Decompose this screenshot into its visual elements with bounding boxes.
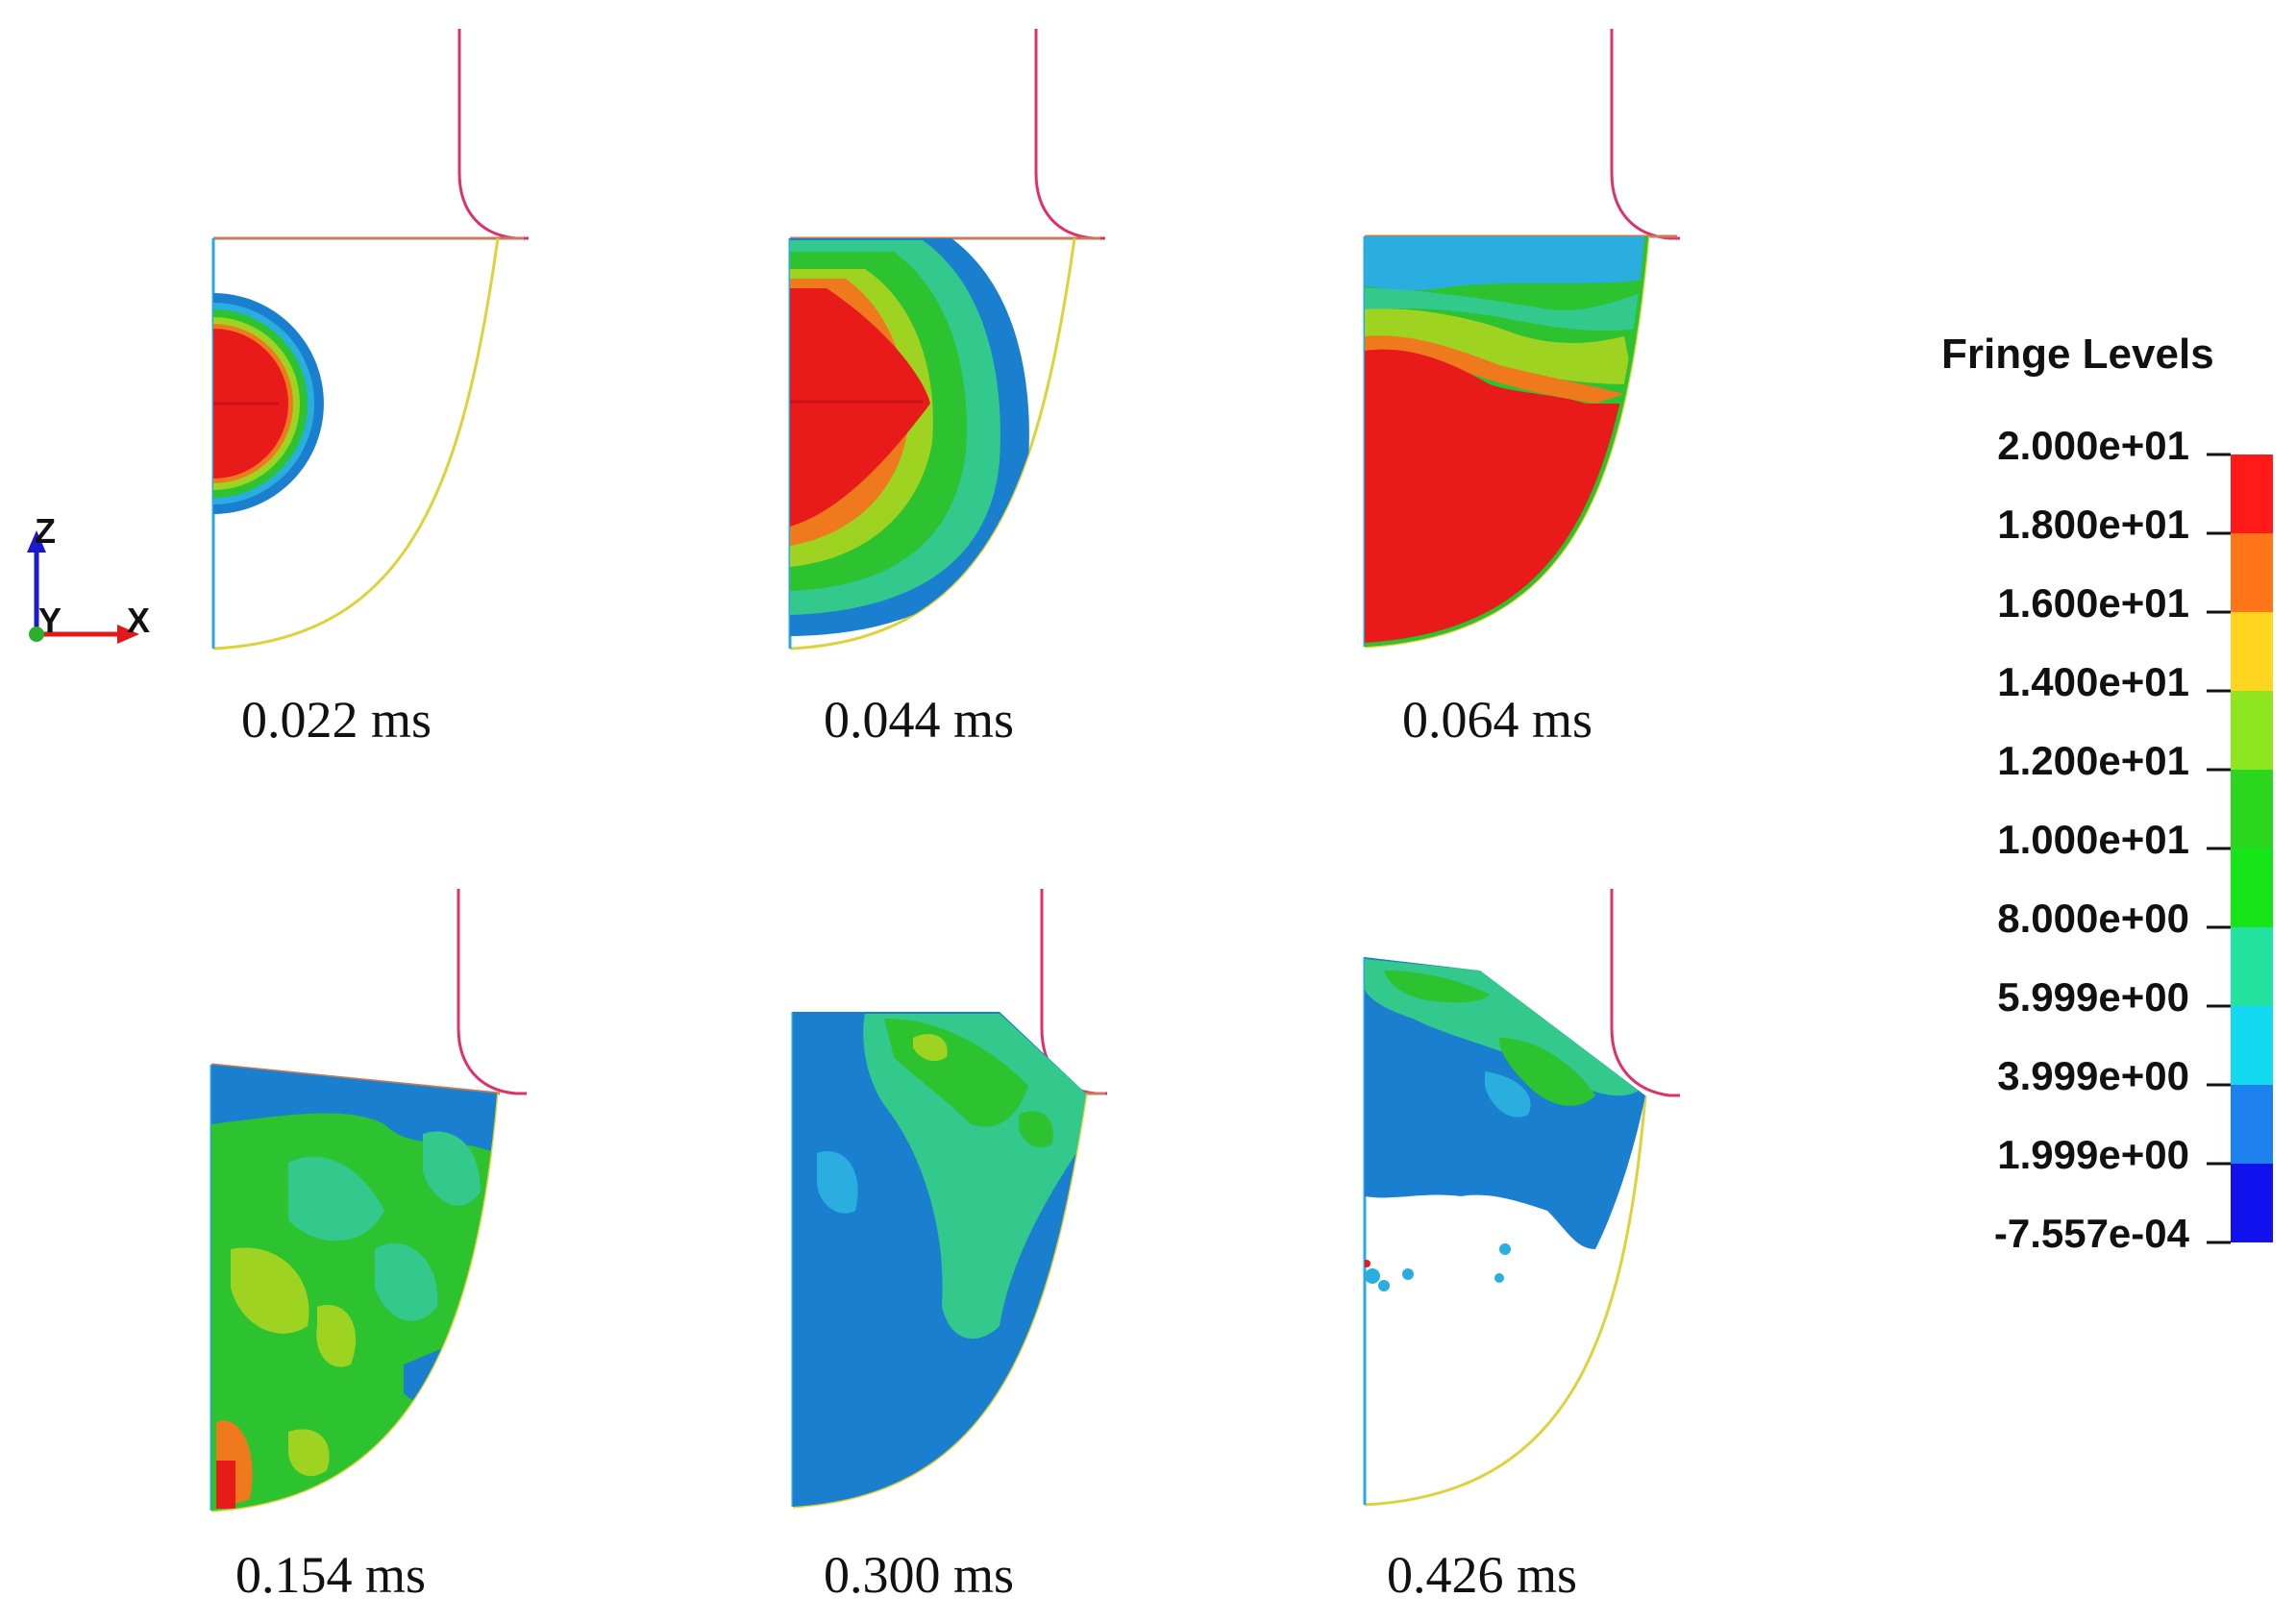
frame-5-time-label: 0.300 ms (823, 1546, 1015, 1604)
frame-2-fringe (790, 238, 1029, 636)
legend-band (2231, 848, 2273, 927)
frame-5-fringe (793, 1012, 1086, 1507)
legend-level-label: 1.400e+01 (1997, 659, 2189, 704)
legend-level-label: 1.000e+01 (1997, 817, 2189, 862)
y-axis-dot (29, 627, 44, 642)
legend-band (2231, 612, 2273, 691)
frame-4-nozzle-outline (457, 889, 527, 1095)
frame-6-wall-outline (1364, 1094, 1647, 1507)
frame-3-time-label: 0.064 ms (1401, 691, 1593, 749)
legend-band (2231, 455, 2273, 533)
frame-1-time-label: 0.022 ms (240, 691, 432, 749)
legend-level-label: 1.999e+00 (1997, 1132, 2189, 1177)
frame-4-time-label: 0.154 ms (235, 1546, 427, 1604)
frame-6-geometry (1363, 889, 1680, 1507)
frame-4-top-line (210, 1063, 501, 1095)
legend-band (2231, 533, 2273, 612)
z-axis-label: Z (35, 511, 56, 551)
legend-band (2231, 927, 2273, 1006)
legend-level-label: 5.999e+00 (1997, 974, 2189, 1020)
y-axis-label: Y (38, 601, 62, 640)
frame-3-geometry (1363, 29, 1680, 649)
legend-band (2231, 1006, 2273, 1085)
legend-level-label: -7.557e-04 (1993, 1211, 2189, 1256)
frame-2-geometry (788, 29, 1105, 651)
frame-3-fringe (1365, 236, 1648, 647)
z-arrowhead (27, 530, 46, 553)
legend-level-label: 3.999e+00 (1997, 1053, 2189, 1098)
frame-6-nozzle-outline (1610, 889, 1680, 1097)
legend-level-label: 1.200e+01 (1997, 738, 2189, 783)
legend-level-label: 1.800e+01 (1997, 502, 2189, 547)
frame-2-time-label: 0.044 ms (823, 691, 1015, 749)
frame-6-fringe (1365, 957, 1645, 1291)
frame-4-geometry (210, 889, 527, 1512)
frame-2-nozzle-outline (1034, 29, 1105, 240)
frame-6-time-label: 0.426 ms (1386, 1546, 1578, 1604)
legend-band (2231, 1085, 2273, 1164)
frame-1-fringe (213, 293, 324, 514)
frame-5-geometry (791, 889, 1107, 1509)
x-arrowhead (117, 625, 139, 644)
legend-title: Fringe Levels (1941, 331, 2214, 378)
legend-level-label: 2.000e+01 (1997, 423, 2189, 468)
legend-level-label: 8.000e+00 (1997, 896, 2189, 941)
frame-4-fringe (211, 1065, 497, 1511)
frame-1-wall-outline (212, 237, 500, 651)
frame-3-nozzle-outline (1610, 29, 1680, 240)
legend-band (2231, 691, 2273, 770)
legend-color-bar (2207, 453, 2273, 1244)
legend-band (2231, 770, 2273, 848)
legend-band (2231, 1164, 2273, 1242)
x-axis-label: X (127, 601, 151, 640)
legend-level-label: 1.600e+01 (1997, 580, 2189, 626)
coordinate-triad (27, 530, 139, 644)
frame-1-geometry (211, 29, 529, 651)
frame-1-nozzle-outline (457, 29, 529, 240)
